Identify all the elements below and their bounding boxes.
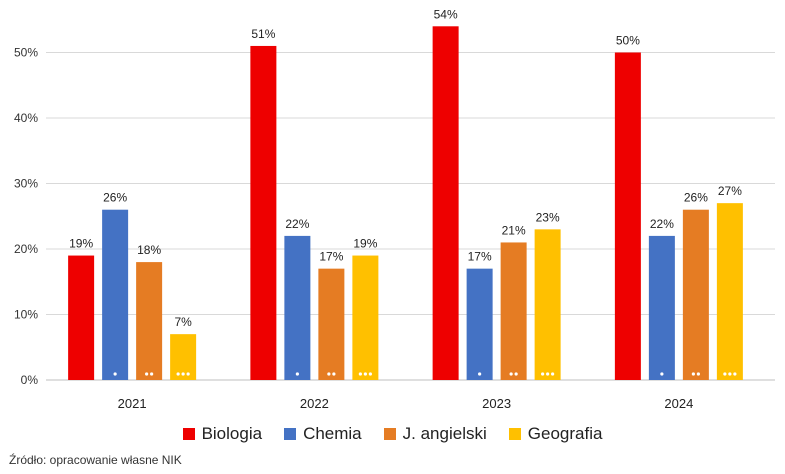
bar-marker [113, 372, 117, 376]
bar-marker [478, 372, 482, 376]
legend-item-chemia: Chemia [284, 424, 362, 444]
bar-marker [541, 372, 545, 376]
data-label: 18% [137, 243, 161, 257]
data-label: 26% [684, 191, 708, 205]
data-label: 23% [536, 210, 560, 224]
y-tick-label: 50% [14, 46, 38, 60]
bar-marker [295, 372, 299, 376]
bar-marker [660, 372, 664, 376]
bar [102, 209, 129, 380]
data-label: 17% [319, 250, 343, 264]
bar-marker [691, 372, 695, 376]
data-label: 7% [174, 315, 192, 329]
bar-marker [181, 372, 185, 376]
bar-marker [551, 372, 555, 376]
x-tick-label: 2023 [482, 396, 511, 411]
bar-marker [145, 372, 149, 376]
data-label: 21% [502, 223, 526, 237]
data-label: 51% [251, 27, 275, 41]
legend-label: Geografia [527, 424, 603, 443]
y-tick-label: 20% [14, 242, 38, 256]
bar-marker [358, 372, 362, 376]
bar-marker [332, 372, 336, 376]
bar-marker [176, 372, 180, 376]
y-tick-label: 40% [14, 111, 38, 125]
bar-marker [696, 372, 700, 376]
x-tick-label: 2021 [118, 396, 147, 411]
legend-item-angielski: J. angielski [383, 424, 487, 444]
legend-item-biologia: Biologia [182, 424, 263, 444]
bar [534, 229, 561, 380]
data-label: 26% [103, 191, 127, 205]
bar [716, 203, 743, 380]
bar-marker [546, 372, 550, 376]
bar [318, 268, 345, 380]
y-tick-label: 30% [14, 177, 38, 191]
bar [648, 235, 675, 380]
bar [500, 242, 527, 380]
bar-marker [150, 372, 154, 376]
bar [68, 255, 95, 380]
data-label: 22% [285, 217, 309, 231]
bar-marker [327, 372, 331, 376]
bar-chart: 0% 10% 20% 30% 40% 50% 19% 26% 18% 7% 2021 51% 22% 17… [14, 7, 775, 411]
bar-marker [723, 372, 727, 376]
bar [614, 52, 641, 380]
bar-marker [514, 372, 518, 376]
legend-label: Chemia [303, 424, 362, 443]
legend-label: J. angielski [402, 424, 487, 443]
bar [136, 262, 163, 380]
bar-marker [186, 372, 190, 376]
legend-swatch [383, 428, 396, 440]
bar [682, 209, 709, 380]
bar [352, 255, 379, 380]
legend-swatch [182, 428, 195, 440]
bar-marker [733, 372, 737, 376]
y-tick-label: 10% [14, 308, 38, 322]
data-label: 54% [434, 7, 458, 21]
data-label: 19% [69, 237, 93, 251]
legend-swatch [508, 428, 521, 440]
bar [250, 45, 277, 380]
bar [284, 235, 311, 380]
bar-marker [728, 372, 732, 376]
y-tick-label: 0% [21, 373, 39, 387]
legend-swatch [284, 428, 297, 440]
source-note: Źródło: opracowanie własne NIK [9, 453, 182, 467]
bar-marker [363, 372, 367, 376]
bar-marker [509, 372, 513, 376]
legend-item-geografia: Geografia [508, 424, 603, 444]
bar [466, 268, 493, 380]
data-label: 50% [616, 34, 640, 48]
x-tick-label: 2024 [664, 396, 693, 411]
data-label: 22% [650, 217, 674, 231]
bar [170, 334, 197, 380]
data-label: 19% [353, 237, 377, 251]
legend: Biologia Chemia J. angielski Geografia [0, 424, 785, 444]
data-label: 27% [718, 184, 742, 198]
x-tick-label: 2022 [300, 396, 329, 411]
legend-label: Biologia [201, 424, 263, 443]
data-label: 17% [468, 250, 492, 264]
bar [432, 26, 459, 381]
bar-marker [368, 372, 372, 376]
